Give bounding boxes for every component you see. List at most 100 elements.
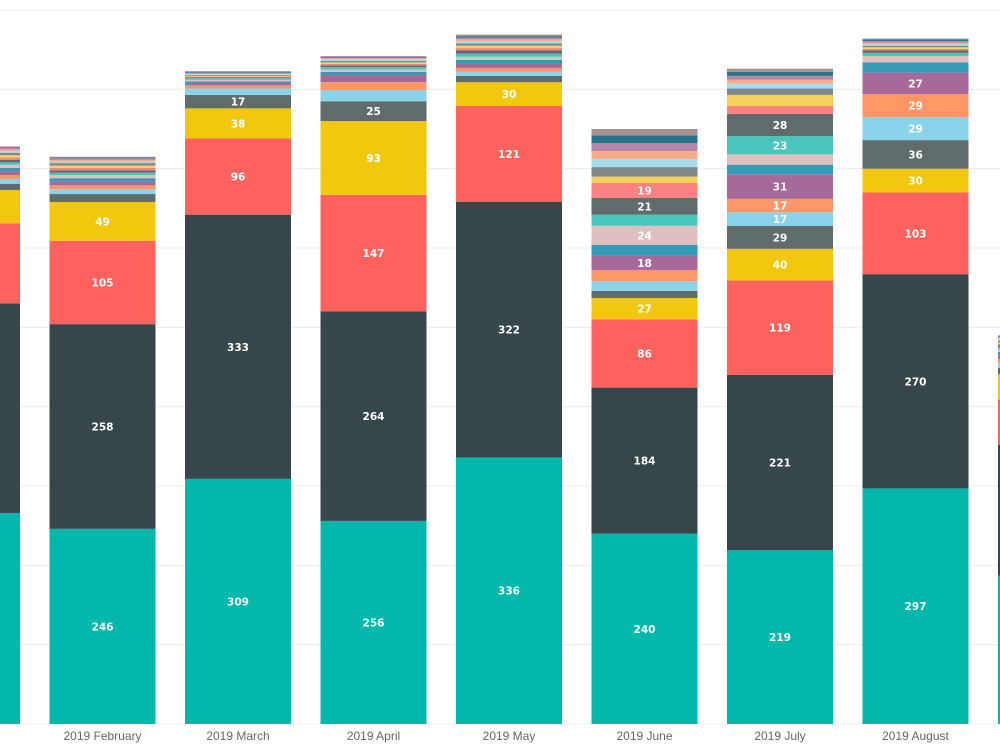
bar-segment	[862, 40, 969, 43]
bar-segment	[456, 50, 562, 54]
bar-segment	[727, 212, 833, 226]
bar-segment	[320, 63, 427, 66]
data-label: 29	[773, 232, 788, 244]
data-label: 219	[769, 632, 791, 644]
data-label: 30	[908, 176, 923, 188]
bar-segment	[727, 154, 833, 165]
bar-segment	[862, 38, 969, 40]
x-tick-label: 2019 July	[754, 729, 805, 743]
bar-segment	[591, 176, 698, 183]
bar-segment	[456, 48, 562, 51]
bar-segment	[862, 274, 969, 489]
data-label: 38	[231, 118, 246, 130]
data-label: 18	[637, 258, 652, 270]
bar-segment	[727, 225, 833, 249]
bar-segment	[456, 75, 562, 83]
bar-segment	[185, 73, 291, 75]
bar-segment	[320, 56, 427, 58]
bar-segment	[591, 290, 698, 298]
bar-segment	[862, 42, 969, 45]
bar-segment	[591, 167, 698, 177]
data-label: 240	[634, 624, 656, 636]
bar-segment	[456, 37, 562, 40]
data-label: 147	[363, 248, 385, 260]
bar-segment	[456, 34, 562, 37]
data-label: 17	[773, 214, 788, 226]
bar-segment	[456, 36, 562, 38]
data-label: 93	[366, 153, 381, 165]
bar-segment	[185, 85, 291, 89]
bar-segment	[456, 67, 562, 72]
bar-segment	[185, 76, 291, 78]
bar-segment	[49, 161, 156, 164]
bar-segment	[862, 140, 969, 169]
bar-segment	[185, 94, 291, 109]
bar-segment	[998, 336, 1000, 337]
bar-segment	[185, 78, 291, 80]
bar-segment	[0, 149, 20, 152]
bar-segment	[727, 75, 833, 80]
bar-segment	[456, 53, 562, 57]
data-label: 105	[92, 278, 114, 290]
bar-segment	[320, 90, 427, 102]
bar-segment	[591, 159, 698, 168]
data-label: 49	[95, 216, 110, 228]
bar-segment	[49, 201, 156, 241]
x-tick-label: 2019 April	[347, 729, 400, 743]
data-label: 333	[227, 342, 249, 354]
bar-segment	[49, 324, 156, 529]
data-label: 29	[908, 101, 923, 113]
bar-segment	[591, 214, 698, 226]
bar-segment	[456, 63, 562, 68]
data-label: 31	[773, 182, 788, 194]
bar-segment	[456, 39, 562, 41]
bar-segment	[727, 83, 833, 89]
bar-segment	[320, 121, 427, 195]
bar-segment	[998, 359, 1000, 364]
bar-segment	[727, 136, 833, 155]
bar-segment	[591, 319, 698, 388]
bar-segment	[862, 50, 969, 53]
data-label: 270	[905, 376, 927, 388]
bar-segment	[862, 52, 969, 57]
bar-segment	[49, 181, 156, 186]
bar-segment	[0, 171, 20, 176]
bar-segment	[320, 58, 427, 60]
bar-segment	[862, 44, 969, 46]
bar-segment	[0, 157, 20, 160]
bar-segment	[998, 337, 1000, 340]
bar-segment	[49, 163, 156, 166]
bar-segment	[591, 281, 698, 291]
data-label: 246	[92, 621, 114, 633]
bar-segment	[862, 72, 969, 95]
bar-segment	[320, 65, 427, 68]
bar-segment	[0, 148, 20, 150]
bar-segment	[185, 79, 291, 82]
bar-segment	[49, 528, 156, 724]
bar-segment	[591, 143, 698, 152]
bar-segment	[727, 550, 833, 724]
bar-segment	[320, 56, 427, 57]
data-label: 27	[637, 304, 652, 316]
bar-segment	[49, 165, 156, 168]
bar-segment	[49, 159, 156, 162]
data-label: 256	[363, 617, 385, 629]
bar-segment	[998, 374, 1000, 400]
bar-segment	[591, 225, 698, 245]
bar-segment	[320, 194, 427, 312]
bar-segment	[185, 138, 291, 215]
bar-segment	[998, 345, 1000, 348]
bar-segment	[591, 198, 698, 215]
bar-segment	[591, 387, 698, 534]
bar-segment	[320, 82, 427, 91]
bar-segment	[998, 343, 1000, 346]
bar-segment	[456, 457, 562, 724]
bar-segment	[727, 164, 833, 175]
bar-segment	[0, 151, 20, 153]
bar-segment	[0, 152, 20, 156]
data-label: 221	[769, 458, 791, 470]
bar-segment	[0, 223, 20, 304]
bar-segment	[862, 168, 969, 193]
bar-segment	[49, 158, 156, 160]
bar-segment	[591, 129, 698, 136]
